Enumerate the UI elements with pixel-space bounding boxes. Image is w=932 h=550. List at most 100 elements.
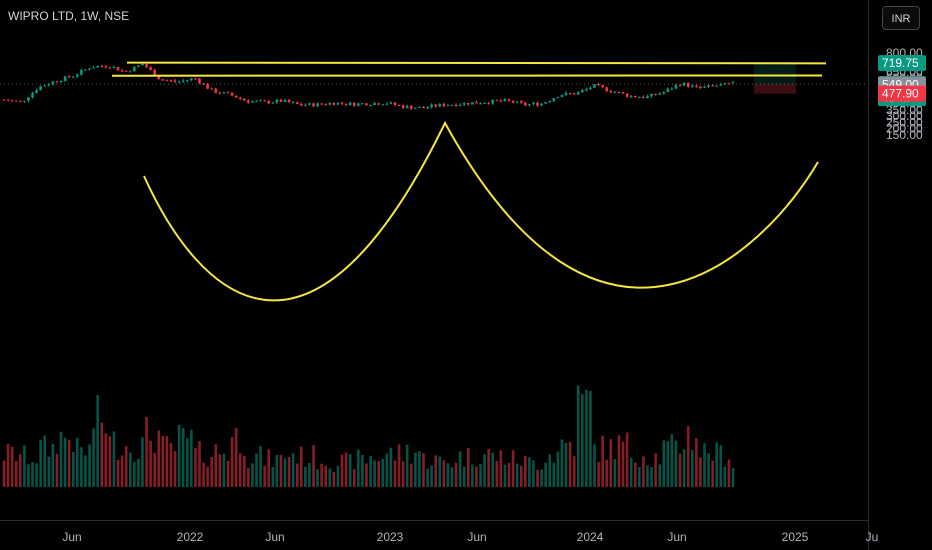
volume-bar [519,465,523,487]
volume-bar [699,457,702,487]
candle-body [133,66,136,72]
candle-body [206,83,209,89]
currency-button[interactable]: INR [882,6,920,30]
volume-bar [385,453,389,487]
candle-body [2,99,6,101]
candle-body [540,103,543,106]
y-tick-label: 150.00 [886,128,923,142]
candle-body [723,83,727,85]
candle-body [149,67,152,70]
volume-bar [373,460,376,487]
candle-body [67,76,71,78]
candle-body [499,100,503,102]
candle-body [365,103,368,106]
volume-bar [238,453,242,487]
candle-body [55,81,59,83]
y-tick-label: 300.00 [886,109,923,123]
volume-bar [190,429,193,487]
volume-bar [206,466,209,487]
volume-bar [568,441,572,487]
candle-body [344,103,348,106]
volume-bar [328,468,332,487]
volume-bar [523,456,527,487]
candle-body [450,104,454,106]
volume-bar [581,394,584,487]
volume-bar [487,448,490,487]
candle-body [259,100,262,102]
candle-body [381,104,385,106]
candle-body [682,82,686,86]
candle-body [674,85,678,89]
volume-bar [76,437,79,487]
volume-bar [214,444,218,487]
volume-bar [544,462,547,487]
candle-body [63,76,67,82]
candle-body [287,99,291,103]
candle-body [340,102,344,104]
volume-bar [124,446,128,487]
volume-bar [466,447,470,487]
volume-bar [707,453,710,487]
volume-bar [633,462,637,487]
candle-body [96,66,99,68]
candle-body [361,103,364,105]
candle-body [230,92,234,96]
volume-bar [503,464,507,487]
volume-bar [556,451,560,487]
candle-body [544,102,547,104]
volume-bar [133,462,136,487]
volume-bar [357,449,360,487]
candle-body [304,104,307,106]
volume-bar [495,460,499,487]
candle-body [263,100,266,102]
volume-bar [259,445,262,487]
resistance-line-upper [126,61,827,65]
candle-body [446,105,450,107]
volume-bar [242,456,246,487]
volume-bar [304,466,307,487]
volume-bar [84,455,87,487]
volume-bar [491,452,495,487]
candle-body [585,88,588,91]
volume-bar [177,424,181,487]
candle-body [291,102,295,104]
candle-body [100,66,104,68]
volume-bar [450,467,454,487]
volume-bar [55,453,59,487]
volume-bar [560,439,564,487]
candle-body [165,80,169,82]
candle-body [552,98,556,101]
volume-bar [80,447,83,487]
candle-body [35,90,38,93]
candle-body [670,88,674,90]
volume-bar [422,453,425,487]
volume-bar [585,389,588,487]
candle-body [108,67,112,69]
volume-bar [116,459,120,487]
volume-bar [108,436,112,487]
candle-body [409,105,413,109]
volume-bar [540,469,543,487]
candle-body [487,102,490,104]
candle-body [666,88,670,92]
candle-body [511,100,515,103]
x-tick-label: 2024 [577,530,604,544]
volume-bar [650,467,653,487]
candle-body [528,104,531,106]
candle-body [202,83,205,85]
volume-bar [181,427,185,487]
candle-body [601,85,604,88]
candle-body [234,95,238,98]
volume-bar [153,452,156,487]
volume-bar [377,460,380,487]
volume-bar [670,434,674,487]
volume-bar [646,465,649,487]
candle-body [332,102,336,105]
volume-bar [642,456,645,487]
volume-bar [731,468,735,487]
volume-bar [389,447,393,487]
stop-zone [754,84,796,94]
candle-body [47,84,51,86]
volume-bar [295,463,299,487]
